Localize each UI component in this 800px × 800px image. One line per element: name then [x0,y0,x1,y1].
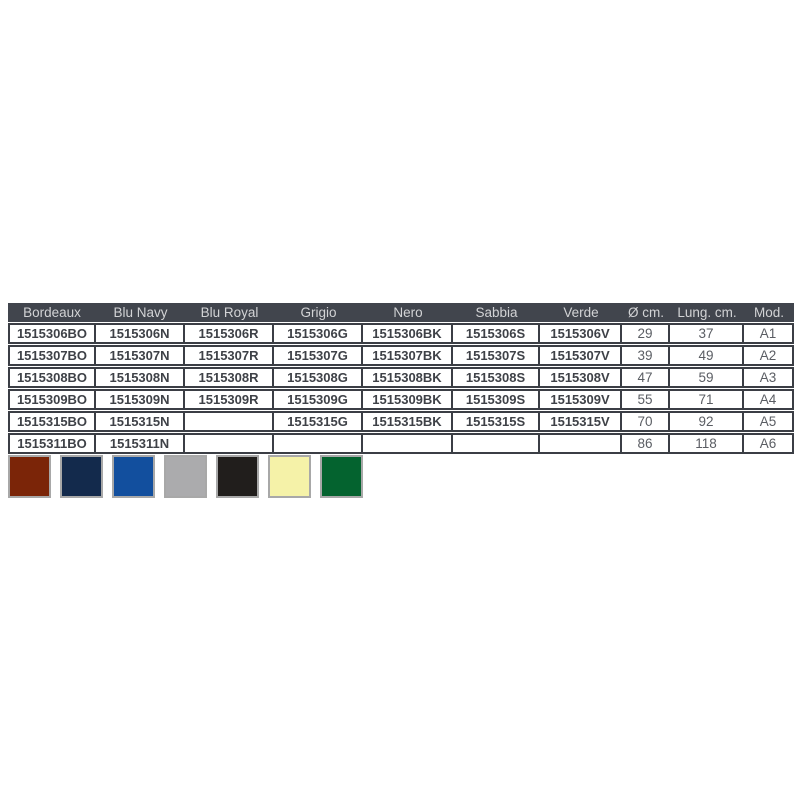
model-cell: A4 [744,389,794,410]
length-cell: 118 [670,433,744,454]
sku-cell: 1515315BO [8,411,96,432]
sku-cell: 1515308BK [363,367,453,388]
sku-cell: 1515315N [96,411,185,432]
sku-cell: 1515309V [540,389,622,410]
column-header-verde: Verde [540,303,622,322]
table-row: 1515307BO 1515307N 1515307R 1515307G 151… [8,345,794,366]
sku-cell: 1515306BO [8,323,96,344]
color-swatch-legend [8,455,363,498]
column-header-sabbia: Sabbia [453,303,540,322]
sku-cell: 1515308R [185,367,274,388]
sku-cell: 1515306N [96,323,185,344]
table-header-row: Bordeaux Blu Navy Blu Royal Grigio Nero … [8,303,794,322]
sku-cell: 1515307V [540,345,622,366]
sku-cell: 1515315S [453,411,540,432]
column-header-blu-navy: Blu Navy [96,303,185,322]
sku-cell-empty [453,433,540,454]
length-cell: 71 [670,389,744,410]
column-header-diameter-cm: Ø cm. [622,303,670,322]
swatch-bordeaux [8,455,51,498]
sku-cell: 1515306BK [363,323,453,344]
diameter-cell: 86 [622,433,670,454]
sku-cell: 1515306R [185,323,274,344]
swatch-blu-royal [112,455,155,498]
model-cell: A5 [744,411,794,432]
table-row: 1515308BO 1515308N 1515308R 1515308G 151… [8,367,794,388]
sku-cell: 1515306V [540,323,622,344]
sku-cell: 1515307G [274,345,363,366]
sku-cell: 1515308BO [8,367,96,388]
model-cell: A6 [744,433,794,454]
table-row: 1515306BO 1515306N 1515306R 1515306G 151… [8,323,794,344]
sku-cell: 1515308V [540,367,622,388]
sku-cell: 1515308G [274,367,363,388]
sku-cell: 1515307S [453,345,540,366]
length-cell: 59 [670,367,744,388]
sku-cell: 1515309G [274,389,363,410]
column-header-length-cm: Lung. cm. [670,303,744,322]
sku-cell: 1515309N [96,389,185,410]
sku-cell: 1515315BK [363,411,453,432]
model-cell: A2 [744,345,794,366]
swatch-verde [320,455,363,498]
sku-cell: 1515311N [96,433,185,454]
table-row: 1515311BO 1515311N 86 118 A6 [8,433,794,454]
column-header-model: Mod. [744,303,794,322]
sku-cell: 1515315G [274,411,363,432]
column-header-grigio: Grigio [274,303,363,322]
table-row: 1515309BO 1515309N 1515309R 1515309G 151… [8,389,794,410]
product-codes-table: Bordeaux Blu Navy Blu Royal Grigio Nero … [8,302,794,455]
sku-cell: 1515307N [96,345,185,366]
sku-cell: 1515315V [540,411,622,432]
table-row: 1515315BO 1515315N 1515315G 1515315BK 15… [8,411,794,432]
sku-cell: 1515307BO [8,345,96,366]
sku-cell: 1515309BO [8,389,96,410]
sku-cell: 1515308S [453,367,540,388]
model-cell: A3 [744,367,794,388]
column-header-bordeaux: Bordeaux [8,303,96,322]
sku-cell: 1515309R [185,389,274,410]
length-cell: 49 [670,345,744,366]
sku-cell: 1515306G [274,323,363,344]
diameter-cell: 55 [622,389,670,410]
diameter-cell: 47 [622,367,670,388]
sku-cell: 1515311BO [8,433,96,454]
column-header-blu-royal: Blu Royal [185,303,274,322]
sku-cell-empty [185,433,274,454]
sku-cell-empty [274,433,363,454]
sku-cell-empty [540,433,622,454]
swatch-grigio [164,455,207,498]
sku-cell: 1515306S [453,323,540,344]
length-cell: 92 [670,411,744,432]
length-cell: 37 [670,323,744,344]
sku-cell: 1515309BK [363,389,453,410]
sku-cell-empty [185,411,274,432]
sku-cell: 1515307BK [363,345,453,366]
diameter-cell: 29 [622,323,670,344]
swatch-nero [216,455,259,498]
swatch-blu-navy [60,455,103,498]
sku-cell: 1515309S [453,389,540,410]
column-header-nero: Nero [363,303,453,322]
diameter-cell: 39 [622,345,670,366]
swatch-sabbia [268,455,311,498]
sku-cell: 1515307R [185,345,274,366]
sku-cell: 1515308N [96,367,185,388]
diameter-cell: 70 [622,411,670,432]
sku-cell-empty [363,433,453,454]
model-cell: A1 [744,323,794,344]
